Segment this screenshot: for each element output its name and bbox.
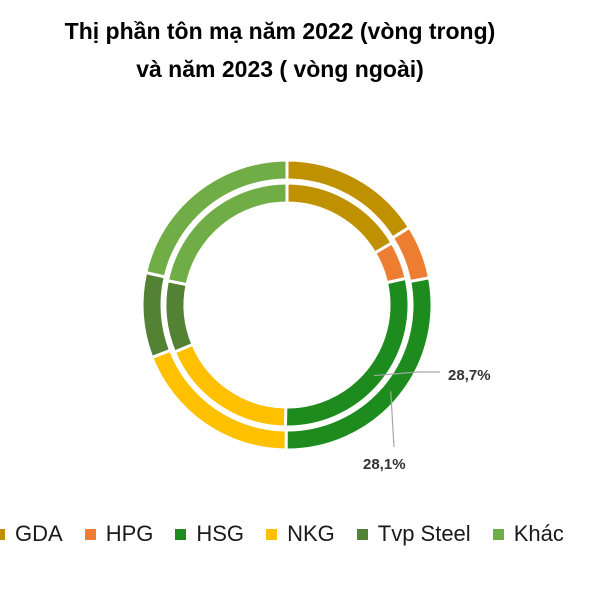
legend-item-khac: Khác [492, 521, 564, 547]
legend-label-tvp-steel: Tvp Steel [377, 521, 471, 546]
legend-swatch-khac [492, 528, 504, 540]
legend-item-hpg: HPG [84, 521, 154, 547]
legend-item-nkg: NKG [266, 521, 335, 547]
chart-title-line-1: Thị phần tôn mạ năm 2022 (vòng trong) [64, 18, 496, 44]
label-leaders [373, 371, 440, 448]
leader-line-outer-hsg [390, 391, 395, 448]
slice-inner-tvp-steel [163, 278, 195, 355]
legend-swatch-tvp-steel [356, 528, 368, 540]
legend-item-tvp-steel: Tvp Steel [356, 521, 471, 547]
legend: GDA HPG HSG NKG Tvp Steel Khác [0, 519, 600, 549]
legend-label-nkg: NKG [287, 521, 335, 546]
legend-label-gda: GDA [15, 521, 63, 546]
legend-label-hpg: HPG [105, 521, 154, 546]
legend-item-gda: GDA [0, 521, 63, 547]
chart-title: Thị phần tôn mạ năm 2022 (vòng trong) và… [0, 12, 560, 88]
legend-label-hsg: HSG [196, 521, 245, 546]
data-label-outer-hsg: 28,1% [363, 456, 406, 473]
donut-slices [140, 158, 434, 452]
slice-inner-khác [165, 181, 289, 287]
legend-swatch-hpg [84, 528, 96, 540]
slice-outer-khác [143, 158, 289, 279]
legend-item-hsg: HSG [175, 521, 244, 547]
legend-label-khac: Khác [513, 521, 564, 546]
chart-title-line-2: và năm 2023 ( vòng ngoài) [136, 56, 424, 82]
leader-line-inner-hsg [373, 371, 440, 377]
data-label-inner-hsg: 28,7% [448, 367, 491, 384]
legend-swatch-hsg [175, 528, 187, 540]
legend-swatch-nkg [266, 528, 278, 540]
legend-swatch-gda [0, 528, 5, 540]
